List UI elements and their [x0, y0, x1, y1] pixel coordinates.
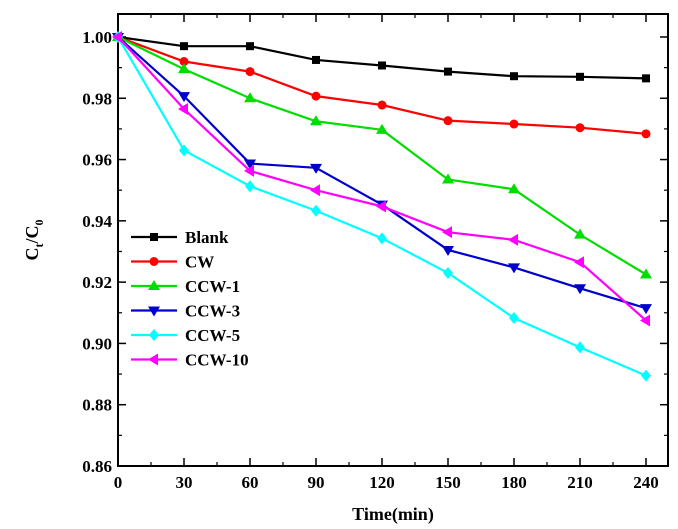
x-tick-label: 30 — [176, 473, 193, 492]
legend-item-ccw-1: CCW-1 — [131, 277, 240, 296]
legend-item-ccw-5: CCW-5 — [131, 326, 240, 345]
data-point-ccw-10 — [508, 233, 518, 246]
data-point-ccw-3 — [508, 263, 520, 274]
data-point-cw — [179, 56, 189, 66]
x-tick-label: 60 — [242, 473, 259, 492]
legend-marker-ccw-3 — [148, 306, 160, 317]
y-tick-label: 0.98 — [82, 89, 112, 108]
data-point-blank — [576, 72, 584, 81]
x-tick-label: 210 — [567, 473, 593, 492]
data-point-ccw-1 — [508, 183, 520, 194]
x-tick-label: 90 — [308, 473, 325, 492]
data-point-ccw-1 — [640, 268, 652, 279]
series-ccw-3 — [112, 32, 652, 315]
x-axis-title: Time(min) — [352, 504, 434, 525]
data-point-ccw-10 — [310, 184, 320, 197]
y-tick-label: 1.00 — [82, 28, 112, 47]
data-point-ccw-5 — [311, 204, 321, 217]
legend-label-blank: Blank — [185, 228, 229, 247]
series-ccw-10 — [112, 30, 650, 327]
data-point-blank — [312, 55, 320, 64]
data-point-ccw-10 — [244, 164, 254, 177]
data-point-ccw-10 — [640, 314, 650, 327]
data-point-ccw-5 — [179, 144, 189, 157]
legend-marker-ccw-1 — [148, 280, 160, 290]
data-point-ccw-3 — [574, 284, 586, 295]
data-point-ccw-1 — [574, 228, 586, 239]
y-tick-label: 0.92 — [82, 273, 112, 292]
legend: Blank CW CCW-1 CCW-3 CCW-5 CCW-10 — [131, 228, 249, 370]
data-point-ccw-5 — [377, 232, 387, 245]
y-tick-label: 0.96 — [82, 151, 112, 170]
data-point-ccw-1 — [442, 173, 454, 184]
data-point-ccw-10 — [376, 200, 386, 213]
data-point-blank — [180, 42, 188, 51]
data-point-ccw-10 — [112, 30, 122, 43]
series-line-cw — [117, 35, 647, 135]
y-tick-label: 0.90 — [82, 334, 112, 353]
data-point-ccw-10 — [574, 256, 584, 269]
legend-label-ccw-5: CCW-5 — [185, 326, 240, 345]
x-tick-label: 180 — [501, 473, 527, 492]
legend-marker-cw — [149, 257, 159, 266]
data-point-ccw-3 — [640, 304, 652, 315]
series-line-blank — [117, 35, 647, 80]
legend-label-ccw-1: CCW-1 — [185, 277, 240, 296]
y-tick-label: 0.94 — [82, 212, 112, 231]
data-point-blank — [510, 72, 518, 81]
legend-item-blank: Blank — [131, 228, 229, 247]
data-point-cw — [575, 123, 585, 133]
data-point-ccw-1 — [178, 63, 190, 74]
x-tick-label: 0 — [114, 473, 123, 492]
data-point-cw — [245, 67, 255, 77]
legend-item-ccw-3: CCW-3 — [131, 302, 240, 321]
legend-marker-blank — [150, 233, 158, 241]
axis-ticks: 0 30 60 90 120 150 180 210 240 0.86 0.88 0.90 0.92 0.… — [82, 14, 668, 492]
data-point-blank — [246, 42, 254, 51]
data-point-blank — [378, 61, 386, 70]
data-point-ccw-10 — [178, 102, 188, 115]
x-tick-label: 240 — [633, 473, 659, 492]
y-tick-label: 0.88 — [82, 396, 112, 415]
data-point-cw — [443, 116, 453, 126]
data-point-ccw-3 — [178, 92, 190, 103]
y-tick-label: 0.86 — [82, 457, 112, 476]
data-point-ccw-10 — [442, 226, 452, 239]
legend-label-ccw-10: CCW-10 — [185, 351, 249, 370]
data-point-ccw-5 — [575, 341, 585, 354]
data-point-ccw-3 — [244, 159, 256, 170]
data-point-ccw-5 — [641, 369, 651, 382]
data-point-ccw-3 — [442, 245, 454, 256]
data-point-ccw-5 — [245, 180, 255, 193]
legend-label-cw: CW — [185, 253, 214, 272]
data-point-cw — [377, 100, 387, 110]
data-point-blank — [642, 74, 650, 83]
data-point-blank — [444, 67, 452, 76]
plot-frame — [117, 13, 669, 467]
data-point-cw — [509, 119, 519, 129]
series-ccw-5 — [113, 30, 651, 382]
data-point-ccw-3 — [310, 163, 322, 174]
x-tick-label: 150 — [435, 473, 461, 492]
data-point-ccw-1 — [244, 92, 256, 103]
series-cw — [113, 32, 651, 139]
data-point-ccw-5 — [443, 266, 453, 279]
legend-marker-ccw-10 — [148, 353, 158, 366]
y-axis-title: Ct/C0 — [22, 220, 46, 261]
legend-marker-ccw-5 — [149, 329, 159, 341]
data-point-ccw-1 — [376, 123, 388, 134]
legend-label-ccw-3: CCW-3 — [185, 302, 240, 321]
data-point-cw — [311, 91, 321, 101]
data-point-ccw-5 — [509, 311, 519, 324]
x-tick-label: 120 — [369, 473, 395, 492]
legend-item-cw: CW — [131, 253, 214, 272]
legend-item-ccw-10: CCW-10 — [131, 351, 249, 370]
data-point-cw — [641, 129, 651, 139]
series-layer — [112, 30, 652, 382]
series-ccw-1 — [112, 30, 652, 279]
data-point-ccw-1 — [310, 115, 322, 126]
